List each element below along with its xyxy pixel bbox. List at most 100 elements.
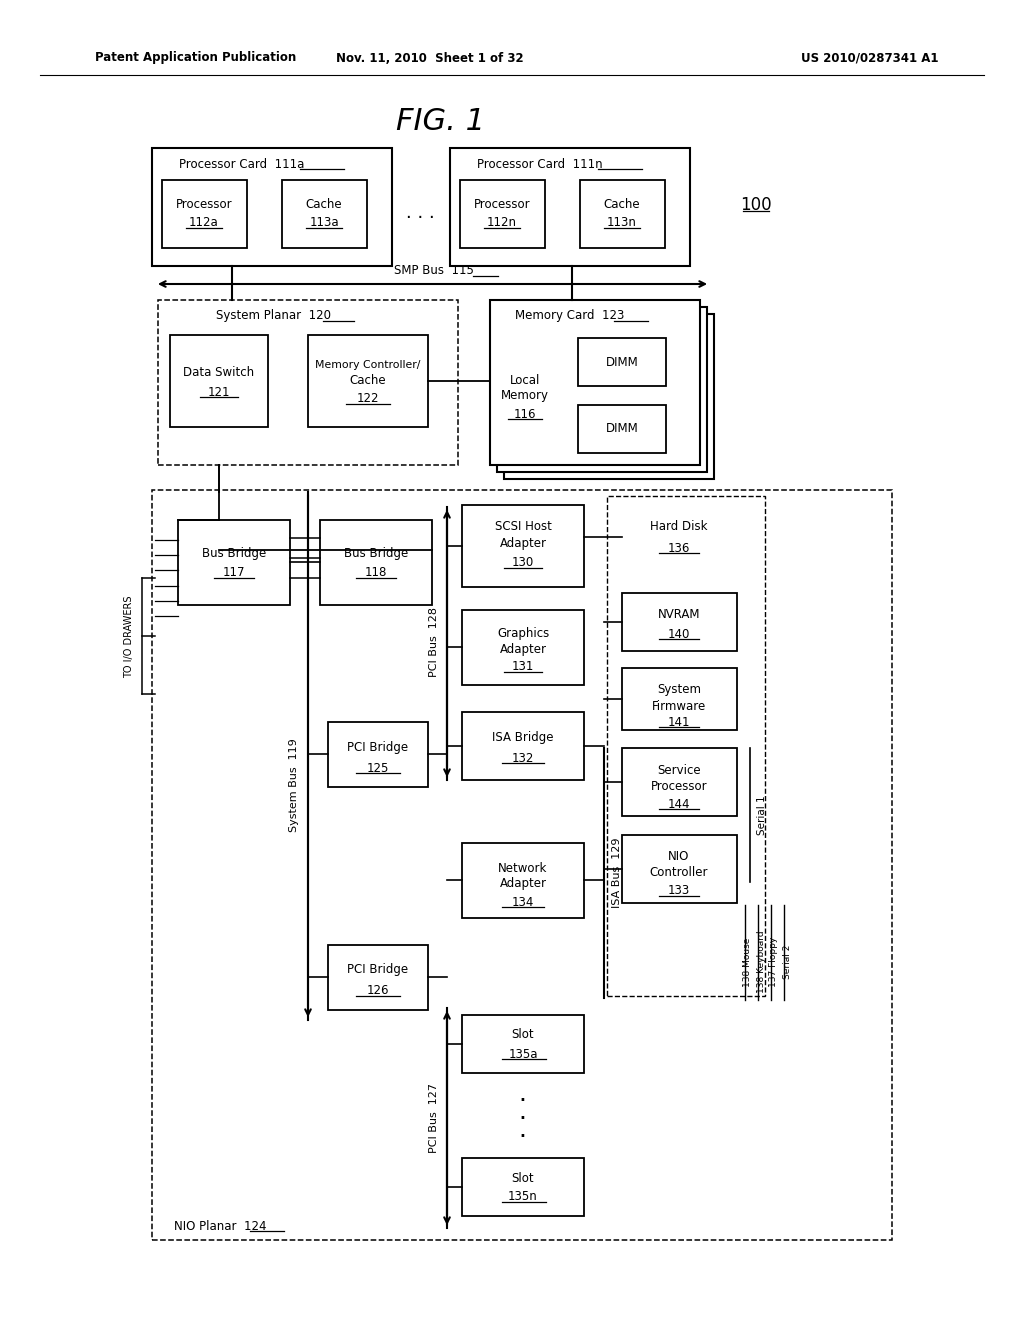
Text: 130: 130 [512, 557, 535, 569]
Bar [170, 335, 268, 426]
Bar [622, 593, 737, 651]
Text: SMP Bus  115: SMP Bus 115 [394, 264, 474, 277]
Bar [462, 610, 584, 685]
Text: Adapter: Adapter [500, 536, 547, 549]
Text: Patent Application Publication: Patent Application Publication [95, 51, 296, 65]
Bar [152, 148, 392, 267]
Bar [497, 308, 707, 473]
Bar [580, 180, 665, 248]
Text: Serial 1: Serial 1 [757, 795, 767, 834]
Text: Hard Disk: Hard Disk [650, 520, 708, 533]
Text: PCI Bus  128: PCI Bus 128 [429, 607, 439, 677]
Text: SCSI Host: SCSI Host [495, 520, 552, 533]
Text: Slot: Slot [512, 1028, 535, 1041]
Text: 113n: 113n [607, 216, 637, 230]
Text: NIO Planar  124: NIO Planar 124 [174, 1220, 266, 1233]
Text: Memory Controller/: Memory Controller/ [315, 360, 421, 370]
Text: Slot: Slot [512, 1172, 535, 1184]
Text: US 2010/0287341 A1: US 2010/0287341 A1 [801, 51, 939, 65]
Text: PCI Bridge: PCI Bridge [347, 964, 409, 977]
Text: Local: Local [510, 374, 541, 387]
Text: FIG. 1: FIG. 1 [395, 107, 484, 136]
Text: Service: Service [657, 763, 700, 776]
Text: 117: 117 [223, 566, 246, 579]
Text: 137 Floppy: 137 Floppy [769, 937, 778, 987]
Text: .: . [518, 1100, 526, 1125]
Bar [462, 1158, 584, 1216]
Bar [328, 722, 428, 787]
Bar [578, 405, 666, 453]
Text: .: . [518, 1082, 526, 1106]
Bar [622, 668, 737, 730]
Text: System Bus  119: System Bus 119 [289, 738, 299, 832]
Text: Nov. 11, 2010  Sheet 1 of 32: Nov. 11, 2010 Sheet 1 of 32 [336, 51, 524, 65]
Text: Controller: Controller [650, 866, 709, 879]
Bar [308, 335, 428, 426]
Text: Cache: Cache [349, 375, 386, 388]
Text: Bus Bridge: Bus Bridge [202, 546, 266, 560]
Text: 135a: 135a [508, 1048, 538, 1060]
Text: 136: 136 [668, 541, 690, 554]
Text: 138 Keyboard: 138 Keyboard [757, 931, 766, 994]
Bar [607, 496, 765, 997]
Text: 132: 132 [512, 751, 535, 764]
Text: 138 Mouse: 138 Mouse [743, 937, 753, 986]
Text: 113a: 113a [309, 216, 339, 230]
Text: Serial 2: Serial 2 [782, 945, 792, 979]
Text: 121: 121 [208, 385, 230, 399]
Text: 141: 141 [668, 715, 690, 729]
Text: 100: 100 [740, 195, 772, 214]
Text: 112a: 112a [189, 216, 219, 230]
Text: Memory: Memory [501, 389, 549, 403]
Text: . . .: . . . [406, 205, 434, 222]
Bar [462, 843, 584, 917]
Bar [462, 1015, 584, 1073]
Text: ISA Bus  129: ISA Bus 129 [612, 838, 622, 908]
Bar [328, 945, 428, 1010]
Bar [450, 148, 690, 267]
Text: 122: 122 [356, 392, 379, 405]
Bar [622, 506, 737, 570]
Bar [504, 314, 714, 479]
Text: DIMM: DIMM [605, 355, 638, 368]
Bar [460, 180, 545, 248]
Text: 126: 126 [367, 985, 389, 998]
Text: 140: 140 [668, 627, 690, 640]
Text: PCI Bus  127: PCI Bus 127 [429, 1082, 439, 1152]
Text: ISA Bridge: ISA Bridge [493, 730, 554, 743]
Text: 134: 134 [512, 895, 535, 908]
Bar [622, 748, 737, 816]
Bar [578, 338, 666, 385]
Text: 133: 133 [668, 884, 690, 898]
Text: TO I/O DRAWERS: TO I/O DRAWERS [124, 595, 134, 678]
Text: Adapter: Adapter [500, 878, 547, 891]
Text: 144: 144 [668, 797, 690, 810]
Text: DIMM: DIMM [605, 422, 638, 436]
Bar [178, 520, 290, 605]
Text: Firmware: Firmware [652, 700, 707, 713]
Text: Processor Card  111n: Processor Card 111n [477, 157, 603, 170]
Bar [462, 711, 584, 780]
Text: Graphics: Graphics [497, 627, 549, 639]
Text: .: . [518, 1118, 526, 1142]
Bar [462, 506, 584, 587]
Bar [282, 180, 367, 248]
Text: Processor: Processor [474, 198, 530, 211]
Bar [319, 520, 432, 605]
Text: Memory Card  123: Memory Card 123 [515, 309, 625, 322]
Bar [622, 836, 737, 903]
Text: Cache: Cache [604, 198, 640, 211]
Text: Processor: Processor [650, 780, 708, 792]
Text: 125: 125 [367, 762, 389, 775]
Bar [158, 300, 458, 465]
Text: Processor Card  111a: Processor Card 111a [179, 157, 305, 170]
Bar [490, 300, 700, 465]
Bar [152, 490, 892, 1239]
Text: Adapter: Adapter [500, 643, 547, 656]
Text: 135n: 135n [508, 1191, 538, 1204]
Text: System: System [657, 684, 701, 697]
Text: NVRAM: NVRAM [657, 609, 700, 622]
Text: System Planar  120: System Planar 120 [215, 309, 331, 322]
Text: NIO: NIO [669, 850, 690, 863]
Text: Network: Network [499, 862, 548, 874]
